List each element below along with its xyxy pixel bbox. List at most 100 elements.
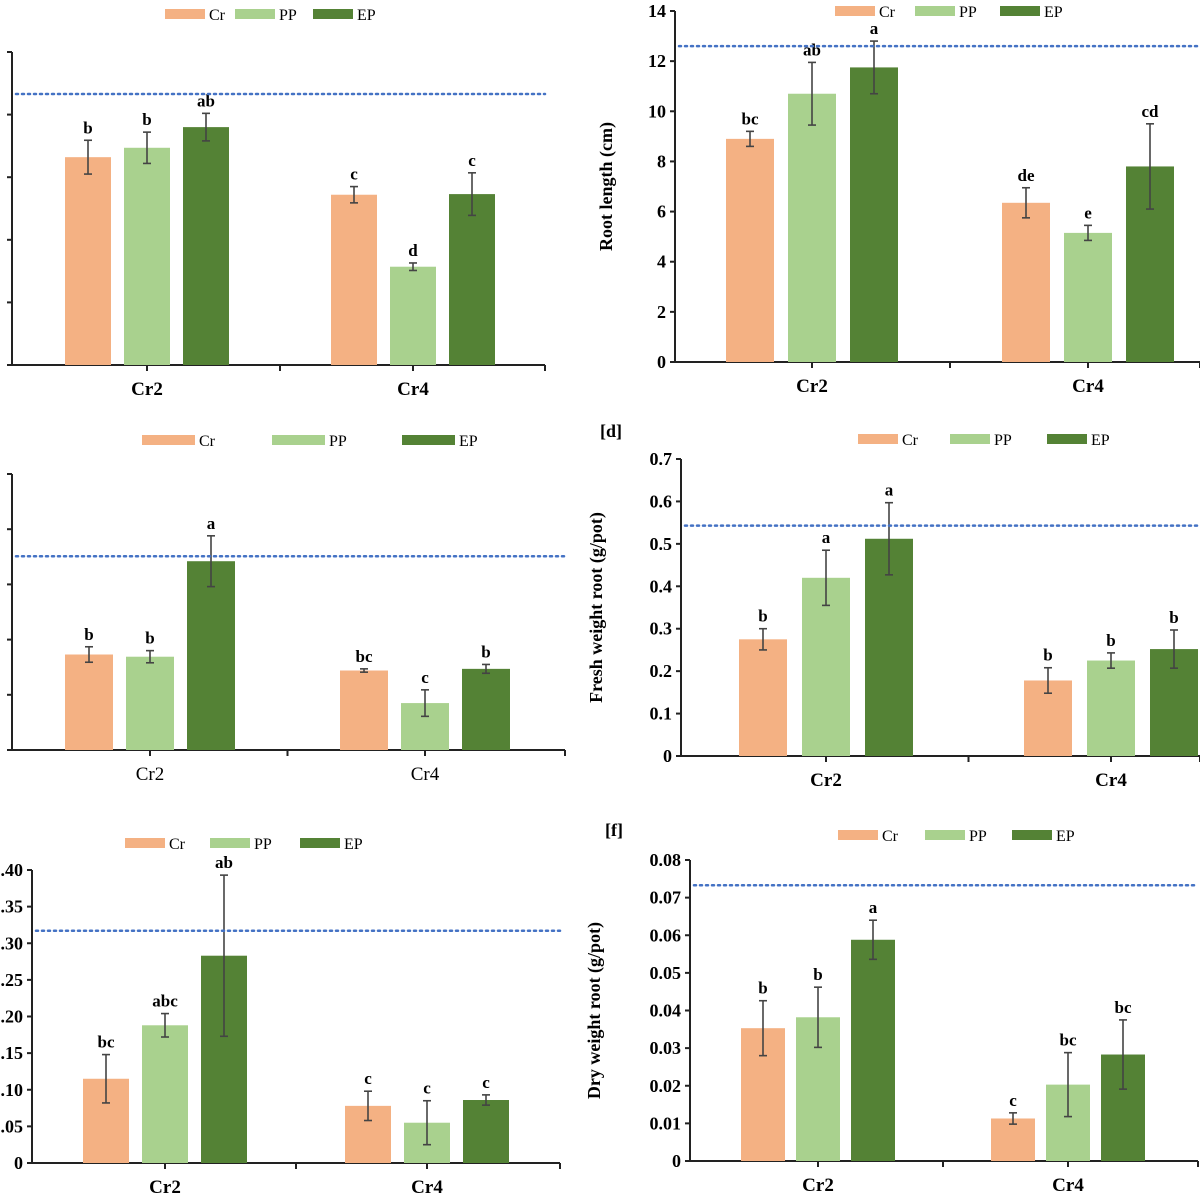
bar-Cr-Cr4 bbox=[331, 194, 377, 365]
legend-swatch-EP bbox=[313, 9, 353, 19]
significance-letter: b bbox=[142, 110, 151, 129]
chart-panel-2: 0 2 4 6 8 10 12 14 Cr2 Cr4 bc de ab e a cd Cr PP EP Root le… bbox=[596, 1, 1200, 397]
y-tick-label: 12 bbox=[648, 51, 666, 71]
legend-label-PP: PP bbox=[959, 4, 977, 21]
y-tick-label: 0.05 bbox=[0, 1116, 23, 1136]
y-tick-label: 0 bbox=[657, 352, 666, 372]
significance-letter: bc bbox=[98, 1033, 115, 1052]
legend-label-PP: PP bbox=[329, 433, 347, 450]
y-tick-label: 2 bbox=[657, 302, 666, 322]
significance-letter: a bbox=[207, 514, 216, 533]
legend-label-PP: PP bbox=[254, 836, 272, 853]
y-tick-label: 4 bbox=[657, 252, 666, 272]
bar-Cr-Cr2 bbox=[65, 157, 111, 365]
y-tick-label: 14 bbox=[648, 1, 666, 21]
x-category-label: Cr2 bbox=[802, 1175, 834, 1196]
legend-swatch-EP bbox=[402, 435, 455, 445]
y-tick-label: 0.07 bbox=[650, 888, 682, 908]
bar-PP-Cr4 bbox=[1064, 232, 1112, 362]
significance-letter: a bbox=[885, 481, 894, 500]
legend-label-EP: EP bbox=[1091, 432, 1110, 449]
bar-Cr-Cr2 bbox=[739, 639, 787, 756]
legend-label-Cr: Cr bbox=[902, 432, 919, 449]
significance-letter: ab bbox=[803, 40, 821, 59]
legend-swatch-PP bbox=[925, 830, 965, 840]
x-category-label: Cr4 bbox=[397, 379, 429, 400]
y-tick-label: 0.6 bbox=[650, 491, 673, 511]
y-tick-label: 0.3 bbox=[650, 619, 673, 639]
significance-letter: c bbox=[423, 1079, 431, 1098]
legend-swatch-PP bbox=[915, 6, 955, 16]
y-tick-label: 0.05 bbox=[650, 963, 682, 983]
x-category-label: Cr2 bbox=[149, 1177, 181, 1198]
legend-label-EP: EP bbox=[1044, 4, 1063, 21]
bar-Cr-Cr2 bbox=[726, 138, 774, 362]
bar-Cr-Cr4 bbox=[991, 1118, 1035, 1161]
legend-swatch-EP bbox=[1047, 434, 1087, 444]
legend-swatch-EP bbox=[300, 838, 340, 848]
significance-letter: d bbox=[408, 241, 418, 260]
significance-letter: c bbox=[482, 1073, 490, 1092]
legend-label-PP: PP bbox=[994, 432, 1012, 449]
bar-EP-Cr4 bbox=[462, 668, 510, 750]
y-tick-label: 0 bbox=[672, 1151, 681, 1171]
legend-label-Cr: Cr bbox=[882, 828, 899, 845]
x-category-label: Cr4 bbox=[411, 764, 440, 785]
legend-swatch-PP bbox=[272, 435, 325, 445]
significance-letter: c bbox=[421, 668, 429, 687]
legend-label-Cr: Cr bbox=[199, 433, 216, 450]
significance-letter: c bbox=[364, 1069, 372, 1088]
bar-PP-Cr2 bbox=[788, 93, 836, 362]
legend-swatch-Cr bbox=[858, 434, 898, 444]
legend-swatch-PP bbox=[210, 838, 250, 848]
y-tick-label: 8 bbox=[657, 151, 666, 171]
significance-letter: a bbox=[870, 19, 879, 38]
significance-letter: b bbox=[813, 965, 822, 984]
x-category-label: Cr4 bbox=[411, 1177, 443, 1198]
significance-letter: ab bbox=[215, 853, 233, 872]
bar-PP-Cr4 bbox=[390, 266, 436, 365]
x-category-label: Cr2 bbox=[131, 379, 163, 400]
legend-label-Cr: Cr bbox=[209, 7, 226, 24]
legend-swatch-Cr bbox=[835, 6, 875, 16]
legend-label-EP: EP bbox=[357, 7, 376, 24]
significance-letter: b bbox=[83, 118, 92, 137]
y-tick-label: 0.7 bbox=[650, 449, 673, 469]
bar-PP-Cr2 bbox=[124, 147, 170, 365]
chart-panel-5: 0 0.05 0.10 0.15 0.20 0.25 0.30 0.35 0.40 Cr2 Cr4 b… bbox=[0, 836, 562, 1198]
y-tick-label: 10 bbox=[648, 101, 666, 121]
legend-swatch-PP bbox=[950, 434, 990, 444]
bar-PP-Cr2 bbox=[126, 656, 174, 750]
legend-label-EP: EP bbox=[459, 433, 478, 450]
legend-label-Cr: Cr bbox=[169, 836, 186, 853]
y-tick-label: 0.4 bbox=[650, 576, 673, 596]
significance-letter: ab bbox=[197, 91, 215, 110]
legend-label-EP: EP bbox=[1056, 828, 1075, 845]
significance-letter: c bbox=[350, 165, 358, 184]
y-tick-label: 0 bbox=[663, 746, 672, 766]
chart-panel-6: 0 0.01 0.02 0.03 0.04 0.05 0.06 0.07 0.08 Cr2 Cr4 b… bbox=[584, 820, 1200, 1196]
y-tick-label: 0.03 bbox=[650, 1038, 682, 1058]
y-tick-label: 0.04 bbox=[650, 1001, 682, 1021]
bar-EP-Cr4 bbox=[449, 194, 495, 365]
legend-swatch-Cr bbox=[142, 435, 195, 445]
y-tick-label: 6 bbox=[657, 202, 666, 222]
legend-label-PP: PP bbox=[969, 828, 987, 845]
significance-letter: e bbox=[1084, 203, 1092, 222]
bar-Cr-Cr2 bbox=[65, 654, 113, 750]
significance-letter: bc bbox=[1060, 1031, 1077, 1050]
y-axis-label: Root length (cm) bbox=[596, 122, 617, 251]
x-category-label: Cr2 bbox=[796, 376, 828, 397]
legend-label-Cr: Cr bbox=[879, 4, 896, 21]
bar-PP-Cr4 bbox=[1087, 660, 1135, 756]
bar-EP-Cr2 bbox=[850, 67, 898, 363]
bar-PP-Cr2 bbox=[802, 577, 850, 756]
y-tick-label: 0.30 bbox=[0, 933, 23, 953]
y-axis-label: Fresh weight root (g/pot) bbox=[586, 512, 607, 703]
significance-letter: bc bbox=[742, 109, 759, 128]
legend-swatch-EP bbox=[1012, 830, 1052, 840]
significance-letter: a bbox=[869, 898, 878, 917]
legend-swatch-Cr bbox=[838, 830, 878, 840]
y-tick-label: 0 bbox=[14, 1153, 23, 1173]
